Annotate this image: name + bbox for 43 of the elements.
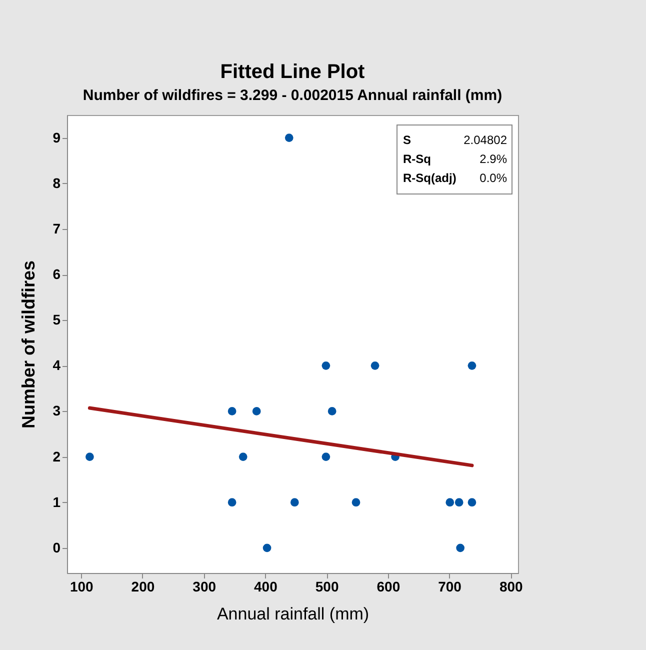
text: R-Sq 2.9% [403,152,507,166]
point [238,452,248,461]
point [284,134,294,142]
y-axis-title: Number of wildfires [18,260,39,429]
point [468,361,476,370]
point [468,498,476,507]
point [262,544,272,552]
text: S 2.04802 [403,133,507,147]
x-tick-label: 800 [499,578,524,594]
y-tick-label: 9 [52,129,61,146]
y-tick-label: 1 [52,494,61,510]
point [228,498,236,507]
point [86,452,94,461]
x-tick-label: 100 [70,578,94,594]
chart-title: Fitted Line Plot [220,61,366,83]
point [446,498,454,507]
point [328,407,336,416]
point [454,498,464,507]
y-tick-label: 5 [52,312,61,328]
x-tick-label: 200 [131,578,155,594]
x-tick-label: 500 [315,578,339,594]
point [322,452,330,461]
point [290,498,299,507]
y-tick-label: 4 [52,357,61,374]
y-tick-label: 8 [52,174,61,191]
chart-subtitle: Number of wildfires = 3.299 - 0.002015 Annual rainfall (mm) [82,87,502,104]
point [252,407,261,416]
point [352,498,360,507]
text: R-Sq(adj) 0.0% [403,171,507,185]
y-tick-label: 6 [52,266,61,282]
point [228,407,236,416]
point [370,361,380,370]
x-tick-label: 400 [254,578,278,594]
x-tick-label: 700 [438,578,462,594]
y-tick-label: 0 [52,539,61,556]
x-tick-label: 300 [192,578,216,594]
y-tick-label: 2 [52,448,61,464]
y-tick-label: 3 [52,402,61,419]
y-tick-label: 7 [52,220,61,236]
point [322,361,330,370]
point [456,544,465,552]
x-tick-label: 600 [376,578,400,594]
x-axis-title: Annual rainfall (mm) [216,604,370,624]
